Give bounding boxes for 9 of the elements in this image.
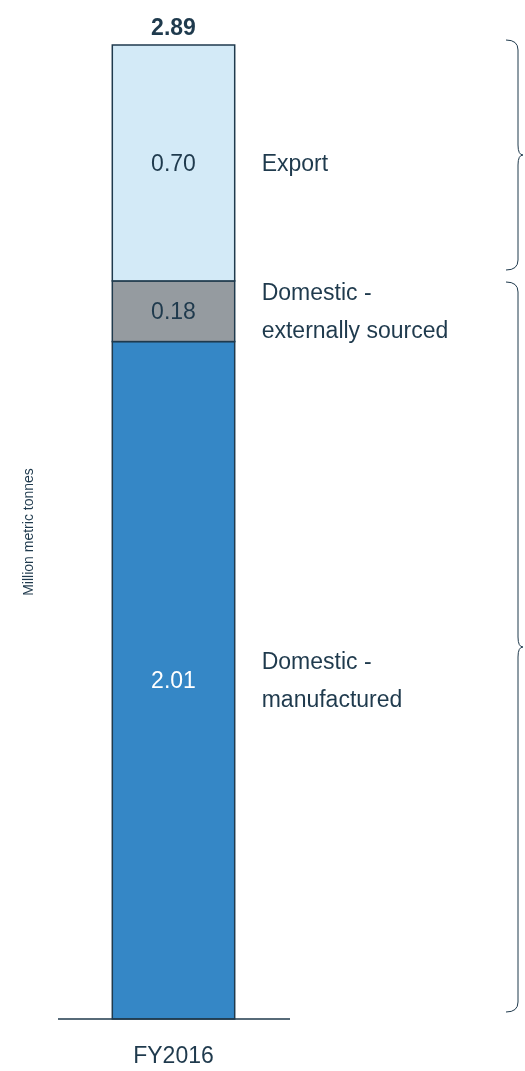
data-label: 0.18	[151, 298, 196, 325]
data-label: 2.01	[151, 667, 196, 694]
series-label: Domestic - manufactured	[261, 648, 403, 713]
data-label: 0.70	[151, 150, 196, 177]
series-label: Domestic - externally sourced	[261, 279, 449, 344]
x-tick-label: FY2016	[133, 1042, 214, 1068]
total-label: 2.89	[151, 14, 196, 40]
text: Million metric tonnes	[20, 468, 36, 596]
series-label: Export	[261, 150, 329, 177]
